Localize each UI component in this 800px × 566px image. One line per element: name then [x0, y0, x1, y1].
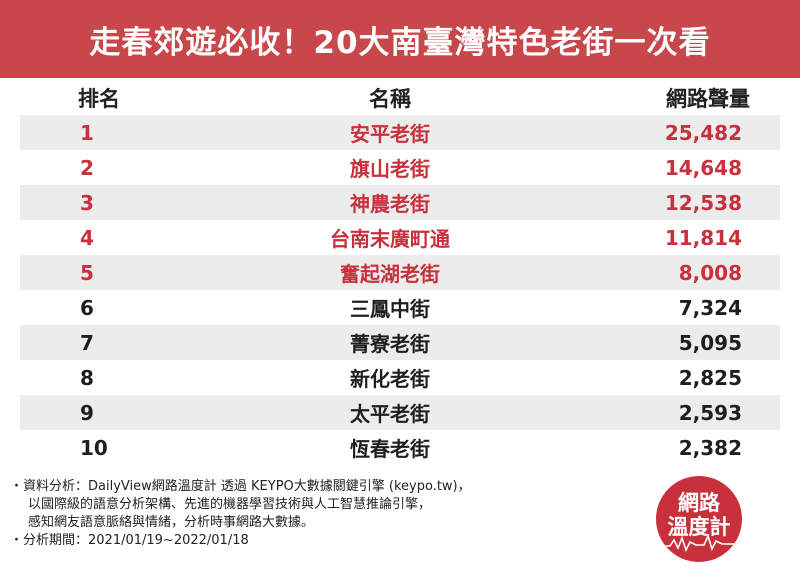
footer-line-1: ・資料分析：DailyView網路溫度計 透過 KEYPO大數據關鍵引擎 (ke…: [10, 479, 471, 494]
name-cell: 台南末廣町通: [330, 227, 450, 251]
rank-cell: 8: [80, 365, 94, 390]
table-row: 8 新化老街 2,825: [20, 360, 780, 395]
name-cell: 菁寮老街: [350, 332, 430, 356]
name-cell: 新化老街: [350, 367, 430, 391]
footer-line-2: 以國際級的語意分析架構、先進的機器學習技術與人工智慧推論引擎，: [28, 497, 432, 512]
volume-cell: 5,095: [678, 330, 742, 355]
rank-cell: 2: [80, 155, 94, 180]
rank-cell: 3: [80, 190, 94, 215]
rank-cell: 1: [80, 120, 94, 145]
rank-cell: 7: [80, 330, 94, 355]
table-row: 5 奮起湖老街 8,008: [20, 255, 780, 290]
name-cell: 恆春老街: [350, 437, 430, 461]
table-row: 7 菁寮老街 5,095: [20, 325, 780, 360]
table-row: 3 神農老街 12,538: [20, 185, 780, 220]
page-title: 走春郊遊必收！20大南臺灣特色老街一次看: [0, 0, 800, 78]
rank-cell: 10: [80, 435, 108, 460]
name-cell: 安平老街: [350, 122, 430, 146]
volume-cell: 2,382: [678, 435, 742, 460]
rank-cell: 6: [80, 295, 94, 320]
volume-cell: 8,008: [678, 260, 742, 285]
name-cell: 奮起湖老街: [340, 262, 440, 286]
rank-cell: 5: [80, 260, 94, 285]
volume-cell: 11,814: [664, 225, 742, 250]
table-row: 1 安平老街 25,482: [20, 115, 780, 150]
volume-cell: 2,825: [678, 365, 742, 390]
volume-cell: 2,593: [678, 400, 742, 425]
name-cell: 三鳳中街: [350, 297, 430, 321]
table-row: 2 旗山老街 14,648: [20, 150, 780, 185]
footer-notes: ・資料分析：DailyView網路溫度計 透過 KEYPO大數據關鍵引擎 (ke…: [10, 478, 630, 550]
rank-cell: 4: [80, 225, 94, 250]
dailyview-logo: 網路 溫度計: [656, 476, 742, 562]
table-row: 4 台南末廣町通 11,814: [20, 220, 780, 255]
volume-cell: 14,648: [664, 155, 742, 180]
logo-wave-icon: [660, 533, 738, 552]
name-cell: 旗山老街: [350, 157, 430, 181]
volume-cell: 12,538: [664, 190, 742, 215]
volume-cell: 25,482: [664, 120, 742, 145]
table-row: 10 恆春老街 2,382: [20, 430, 780, 465]
header-rank: 排名: [78, 87, 120, 111]
table-row: 6 三鳳中街 7,324: [20, 290, 780, 325]
table-header: 排名 名稱 網路聲量: [20, 81, 780, 115]
ranking-table: 排名 名稱 網路聲量 1 安平老街 25,482 2 旗山老街 14,648 3 神農老街 12…: [20, 81, 780, 465]
footer-line-4: ・分析期間：2021/01/19~2022/01/18: [10, 533, 249, 548]
footer-line-3: 感知網友語意脈絡與情緒，分析時事網路大數據。: [28, 515, 315, 530]
rank-cell: 9: [80, 400, 94, 425]
header-volume: 網路聲量: [666, 87, 750, 111]
header-name: 名稱: [369, 87, 411, 111]
volume-cell: 7,324: [678, 295, 742, 320]
logo-line-2: 溫度計: [667, 515, 731, 539]
name-cell: 神農老街: [350, 192, 430, 216]
table-row: 9 太平老街 2,593: [20, 395, 780, 430]
name-cell: 太平老街: [350, 402, 430, 426]
logo-line-1: 網路: [678, 491, 720, 515]
